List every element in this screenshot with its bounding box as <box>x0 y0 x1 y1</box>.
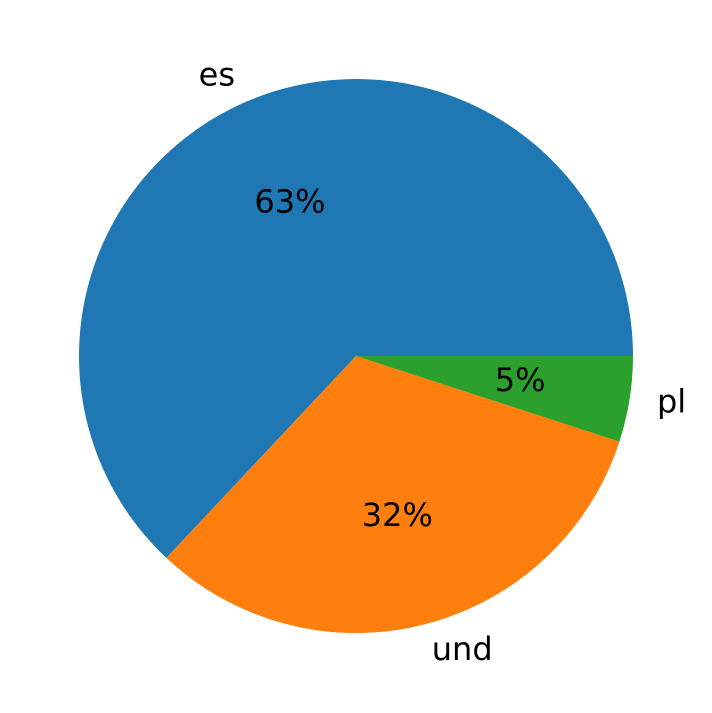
value-label: 5% <box>495 361 546 399</box>
slice-label: pl <box>657 383 686 421</box>
pie-slice <box>356 356 633 442</box>
slice-label: es <box>199 55 235 93</box>
value-label: 63% <box>254 182 325 220</box>
pie-slice <box>79 79 633 558</box>
value-label: 32% <box>362 496 433 534</box>
slice-label: und <box>432 630 493 668</box>
pie-slice <box>166 356 620 633</box>
